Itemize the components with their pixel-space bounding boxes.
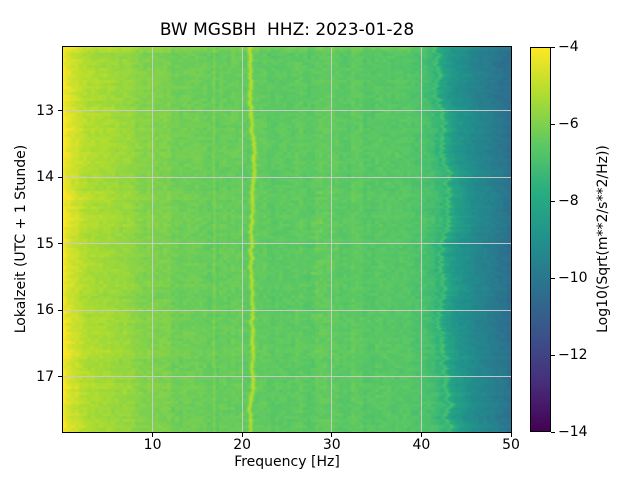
x-tick-label: 50 bbox=[502, 437, 520, 453]
x-tick-mark bbox=[331, 433, 333, 437]
gridline-horizontal bbox=[63, 243, 511, 245]
colorbar-tick-mark bbox=[551, 200, 555, 202]
colorbar-tick-mark bbox=[551, 277, 555, 279]
x-tick-mark bbox=[420, 433, 422, 437]
y-tick-label: 16 bbox=[36, 302, 54, 319]
colorbar-tick-label: −6 bbox=[558, 116, 579, 132]
colorbar-tick-mark bbox=[551, 46, 555, 48]
colorbar-tick-mark bbox=[551, 431, 555, 433]
x-tick-label: 20 bbox=[233, 437, 252, 453]
plot-title: BW MGSBH HHZ: 2023-01-28 bbox=[159, 20, 415, 40]
gridline-vertical bbox=[420, 47, 422, 432]
gridline-vertical bbox=[331, 47, 333, 432]
x-tick-mark bbox=[510, 433, 512, 437]
colorbar-tick-label: −12 bbox=[558, 347, 588, 363]
x-tick-mark bbox=[241, 433, 243, 437]
y-tick-label: 15 bbox=[36, 235, 54, 252]
gridline-horizontal bbox=[63, 376, 511, 378]
y-tick-label: 13 bbox=[36, 102, 54, 119]
x-axis-label: Frequency [Hz] bbox=[234, 454, 340, 470]
colorbar-tick-label: −8 bbox=[558, 193, 579, 209]
colorbar-tick-mark bbox=[551, 123, 555, 125]
colorbar-tick-label: −4 bbox=[558, 39, 579, 55]
gridline-vertical bbox=[241, 47, 243, 432]
y-tick-mark bbox=[58, 243, 63, 245]
y-tick-mark bbox=[58, 376, 63, 378]
gridline-horizontal bbox=[63, 110, 511, 112]
colorbar-tick-mark bbox=[551, 354, 555, 356]
x-tick-label: 10 bbox=[143, 437, 162, 453]
plot-area bbox=[63, 47, 511, 432]
y-tick-label: 17 bbox=[36, 368, 54, 385]
colorbar-tick-label: −10 bbox=[558, 270, 588, 286]
gridline-horizontal bbox=[63, 176, 511, 178]
colorbar-gradient bbox=[530, 47, 551, 432]
y-tick-mark bbox=[58, 309, 63, 311]
y-tick-mark bbox=[58, 110, 63, 112]
y-tick-mark bbox=[58, 176, 63, 178]
gridline-horizontal bbox=[63, 309, 511, 311]
x-tick-mark bbox=[152, 433, 154, 437]
y-tick-label: 14 bbox=[36, 169, 54, 186]
colorbar-tick-label: −14 bbox=[558, 424, 588, 440]
spectrogram-image bbox=[63, 47, 511, 432]
colorbar-label: Log10(Sqrt(m**2/s**2/Hz)) bbox=[595, 145, 611, 333]
x-tick-label: 30 bbox=[322, 437, 341, 453]
gridline-vertical bbox=[152, 47, 154, 432]
y-axis-label: Lokalzeit (UTC + 1 Stunde) bbox=[13, 144, 29, 334]
x-tick-label: 40 bbox=[412, 437, 431, 453]
